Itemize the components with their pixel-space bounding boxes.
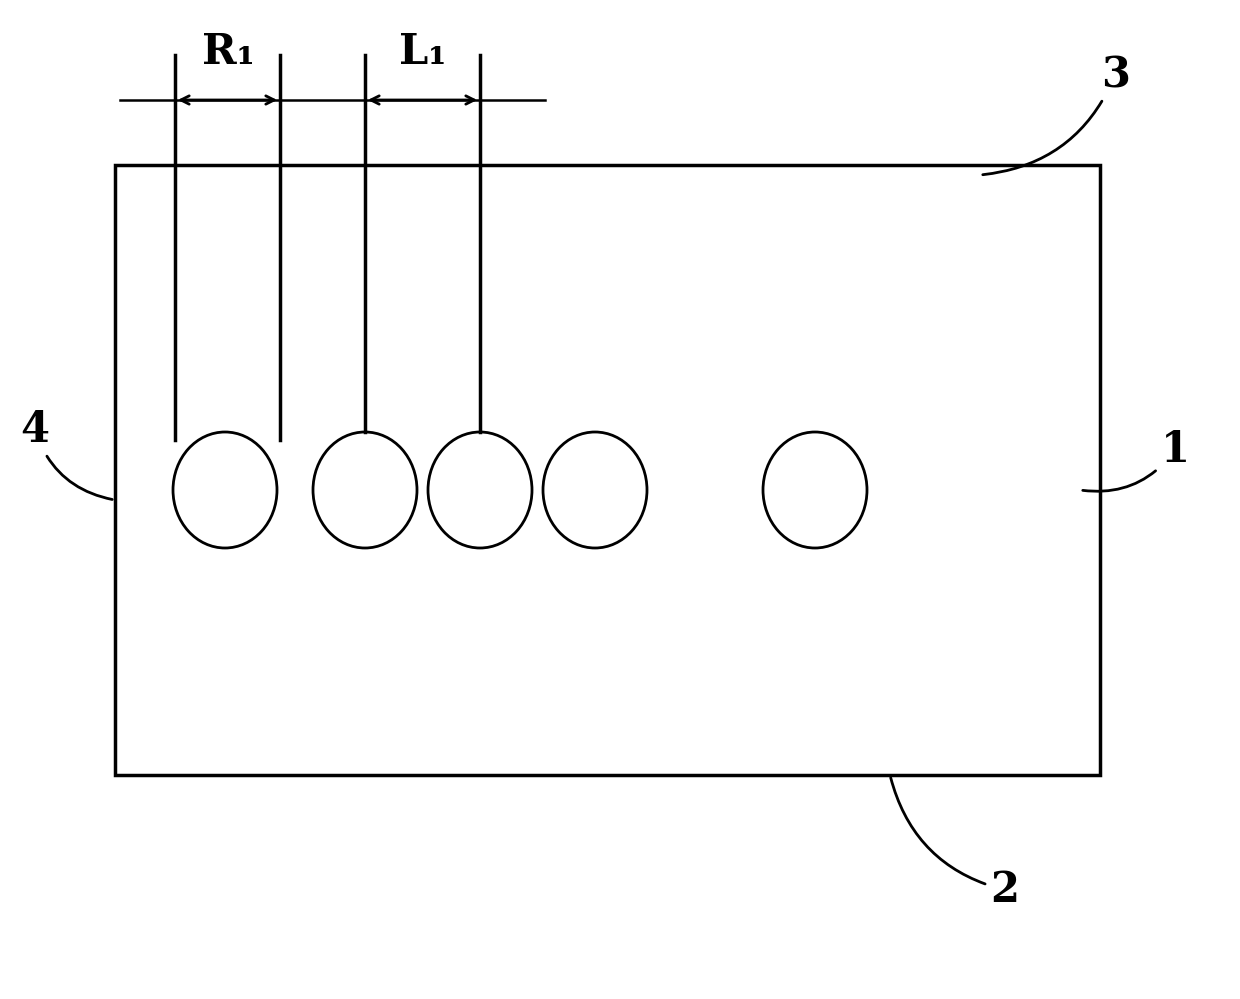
Ellipse shape	[543, 432, 647, 548]
Text: 4: 4	[21, 409, 113, 500]
Bar	[115, 165, 1100, 775]
Text: 2: 2	[890, 777, 1019, 911]
Ellipse shape	[312, 432, 417, 548]
Ellipse shape	[428, 432, 532, 548]
Text: L₁: L₁	[399, 31, 446, 73]
Ellipse shape	[174, 432, 277, 548]
Text: 3: 3	[983, 54, 1130, 175]
Ellipse shape	[763, 432, 867, 548]
Text: R₁: R₁	[202, 31, 254, 73]
Text: 1: 1	[1083, 429, 1189, 492]
